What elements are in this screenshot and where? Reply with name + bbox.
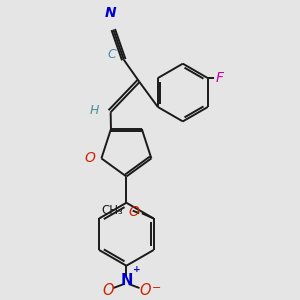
- Text: F: F: [216, 71, 224, 85]
- Text: C: C: [107, 48, 116, 61]
- Text: H: H: [89, 104, 99, 117]
- Text: −: −: [152, 283, 161, 293]
- Text: O: O: [84, 152, 95, 165]
- Text: O: O: [102, 283, 114, 298]
- Text: O: O: [139, 283, 151, 298]
- Text: N: N: [105, 6, 116, 20]
- Text: N: N: [120, 273, 133, 288]
- Text: +: +: [133, 265, 141, 274]
- Text: CH₃: CH₃: [102, 204, 124, 217]
- Text: O: O: [128, 205, 139, 219]
